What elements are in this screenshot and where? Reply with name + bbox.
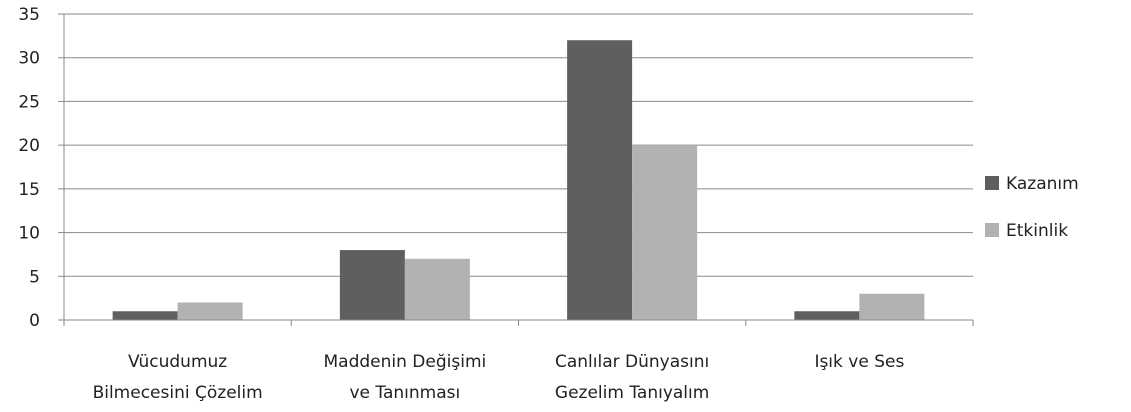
bar-kazanım-3 [794, 311, 860, 320]
category-label: Bilmecesini Çözelim [93, 383, 263, 403]
y-tick-label: 20 [18, 136, 40, 156]
category-label: Maddenin Değişimi [324, 352, 487, 372]
bar-kazanım-1 [339, 250, 405, 320]
legend-swatch [985, 176, 999, 190]
bar-etkinlik-1 [404, 258, 470, 320]
category-label: Vücudumuz [128, 352, 227, 372]
bar-kazanım-2 [567, 40, 633, 320]
bar-etkinlik-2 [632, 145, 698, 320]
y-tick-label: 10 [18, 224, 40, 244]
category-label: Gezelim Tanıyalım [555, 383, 709, 403]
legend-label: Kazanım [1006, 174, 1079, 194]
y-tick-label: 35 [18, 5, 40, 25]
y-tick-label: 15 [18, 180, 40, 200]
x-axis [63, 14, 974, 326]
y-tick-label: 25 [18, 92, 40, 112]
bars [112, 40, 925, 320]
category-label: ve Tanınması [350, 383, 461, 403]
bar-kazanım-0 [112, 311, 178, 320]
y-tick-label: 30 [18, 49, 40, 69]
bar-etkinlik-0 [177, 302, 243, 320]
category-label: Canlılar Dünyasını [555, 352, 709, 372]
bar-etkinlik-3 [859, 293, 925, 320]
legend-label: Etkinlik [1006, 221, 1068, 241]
category-label: Işık ve Ses [814, 352, 904, 372]
y-tick-label: 5 [29, 267, 40, 287]
gridlines [64, 13, 973, 321]
category-labels: Vücudumuz Bilmecesini Çözelim Maddenin Değ… [93, 352, 905, 403]
legend-swatch [985, 223, 999, 237]
y-tick-label: 0 [29, 311, 40, 331]
y-axis-ticks: 0 5 10 15 20 25 30 35 [18, 5, 64, 331]
legend: Kazanım Etkinlik [985, 174, 1079, 241]
